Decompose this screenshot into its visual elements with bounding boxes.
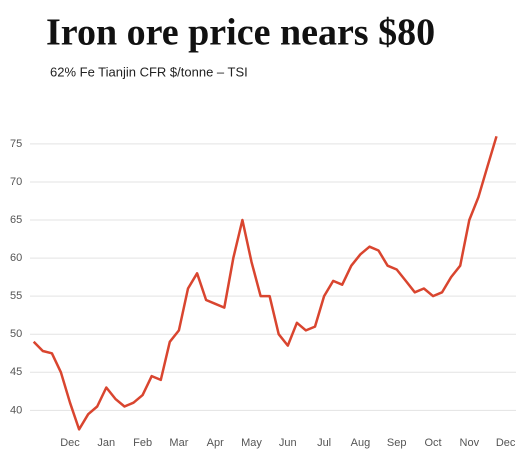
- y-tick-label: 60: [10, 252, 22, 264]
- y-tick-label: 65: [10, 214, 22, 226]
- chart-title: Iron ore price nears $80: [46, 12, 435, 54]
- x-tick-label: Sep: [387, 437, 407, 449]
- y-tick-label: 70: [10, 176, 22, 188]
- x-tick-label: Jul: [317, 437, 331, 449]
- x-tick-label: Nov: [460, 437, 480, 449]
- y-tick-label: 55: [10, 290, 22, 302]
- y-tick-label: 45: [10, 366, 22, 378]
- x-tick-label: May: [241, 437, 262, 449]
- x-tick-label: Jan: [97, 437, 115, 449]
- x-tick-label: Apr: [207, 437, 224, 449]
- x-tick-label: Oct: [424, 437, 441, 449]
- chart-subtitle: 62% Fe Tianjin CFR $/tonne – TSI: [50, 64, 248, 79]
- x-tick-label: Feb: [133, 437, 152, 449]
- price-line: [32, 135, 498, 431]
- x-tick-label: Aug: [351, 437, 371, 449]
- x-tick-label: Jun: [279, 437, 297, 449]
- y-tick-label: 40: [10, 404, 22, 416]
- x-tick-label: Dec: [60, 437, 80, 449]
- x-tick-label: Mar: [169, 437, 188, 449]
- y-tick-label: 75: [10, 138, 22, 150]
- y-tick-label: 50: [10, 328, 22, 340]
- x-tick-label: Dec: [496, 437, 516, 449]
